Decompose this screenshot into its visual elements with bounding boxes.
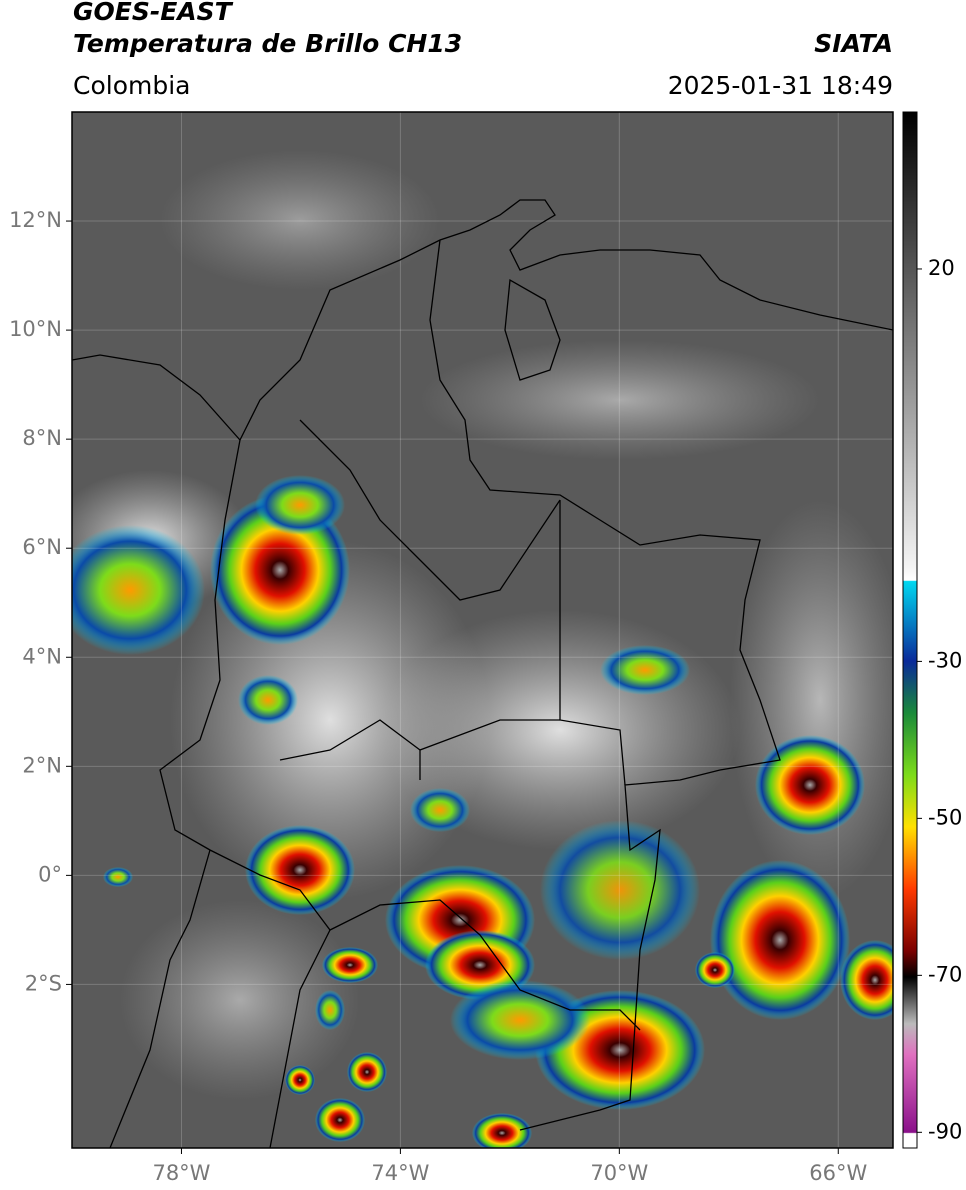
- x-tick-label: 66°W: [809, 1161, 867, 1185]
- y-tick-label: 8°N: [22, 426, 62, 450]
- colorbar-tick-label: -50: [928, 805, 962, 829]
- y-tick-label: 6°N: [22, 535, 62, 559]
- colorbar-tick-label: -30: [928, 648, 962, 672]
- map-frame: [71, 111, 894, 1149]
- y-tick-label: 4°N: [22, 644, 62, 668]
- map-area: [72, 112, 893, 1148]
- y-tick-label: 12°N: [9, 208, 62, 232]
- product-title: Temperatura de Brillo CH13: [73, 29, 462, 58]
- ticks: 78°W 74°W 70°W 66°W 12°N 10°N 8°N 6°N 4°N 2°N 0° 2°…: [9, 208, 962, 1185]
- satellite-title: GOES-EAST: [73, 0, 234, 26]
- borders: [72, 199, 893, 1148]
- y-tick-label: 2°N: [22, 753, 62, 777]
- colorbar-tick-label: -70: [928, 962, 962, 986]
- y-tick-label: 2°S: [25, 971, 62, 995]
- x-tick-label: 74°W: [371, 1161, 429, 1185]
- colorbar: [902, 111, 918, 1149]
- grid: [72, 112, 893, 1148]
- region-label: Colombia: [73, 71, 190, 100]
- datetime-label: 2025-01-31 18:49: [668, 71, 893, 100]
- y-tick-label: 10°N: [9, 317, 62, 341]
- x-tick-label: 78°W: [152, 1161, 210, 1185]
- colorbar-tick-label: -90: [928, 1119, 962, 1143]
- x-tick-label: 70°W: [590, 1161, 648, 1185]
- convective-cells: [72, 475, 893, 1148]
- colorbar-tick-label: 20: [928, 256, 955, 280]
- y-tick-label: 0°: [38, 862, 62, 886]
- agency-label: SIATA: [814, 29, 893, 58]
